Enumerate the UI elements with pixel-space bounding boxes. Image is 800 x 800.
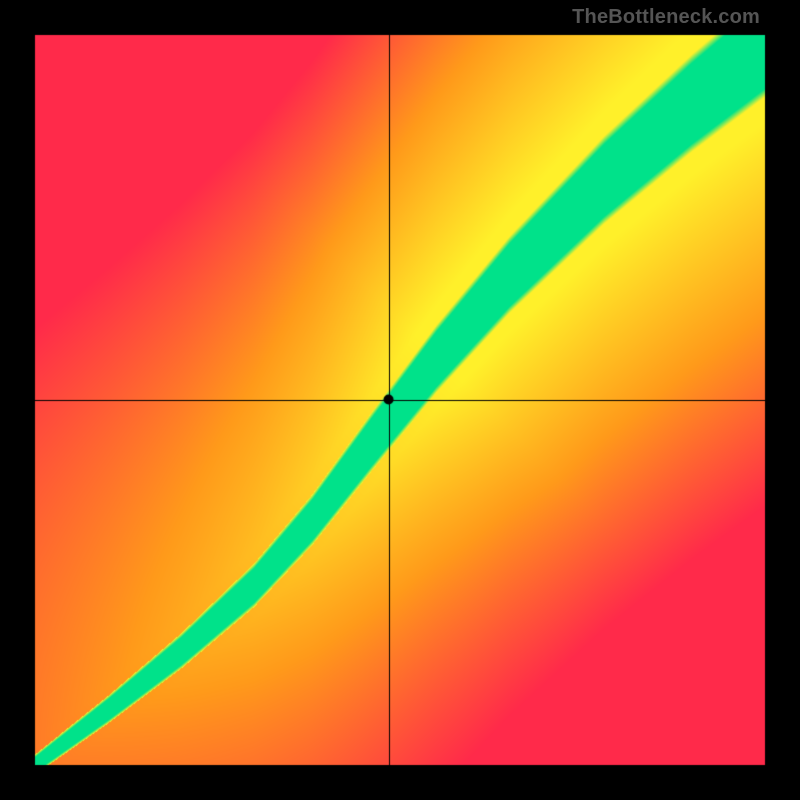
heatmap-canvas [0, 0, 800, 800]
watermark-text: TheBottleneck.com [572, 6, 760, 29]
chart-container: TheBottleneck.com [0, 0, 800, 800]
